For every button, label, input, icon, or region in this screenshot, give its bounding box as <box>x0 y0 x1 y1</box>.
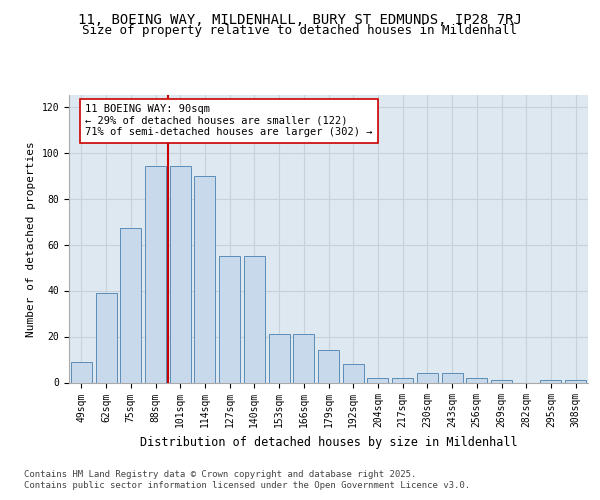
Text: Contains public sector information licensed under the Open Government Licence v3: Contains public sector information licen… <box>24 481 470 490</box>
Text: Size of property relative to detached houses in Mildenhall: Size of property relative to detached ho… <box>83 24 517 37</box>
Text: 11 BOEING WAY: 90sqm
← 29% of detached houses are smaller (122)
71% of semi-deta: 11 BOEING WAY: 90sqm ← 29% of detached h… <box>85 104 373 138</box>
Bar <box>95 293 116 382</box>
Text: 11, BOEING WAY, MILDENHALL, BURY ST EDMUNDS, IP28 7RJ: 11, BOEING WAY, MILDENHALL, BURY ST EDMU… <box>78 12 522 26</box>
Bar <box>318 350 339 382</box>
Bar <box>442 374 463 382</box>
Bar <box>466 378 487 382</box>
Bar <box>219 256 240 382</box>
Bar <box>417 374 438 382</box>
Text: Contains HM Land Registry data © Crown copyright and database right 2025.: Contains HM Land Registry data © Crown c… <box>24 470 416 479</box>
Bar <box>491 380 512 382</box>
Bar <box>244 256 265 382</box>
Bar <box>170 166 191 382</box>
Bar <box>71 362 92 382</box>
X-axis label: Distribution of detached houses by size in Mildenhall: Distribution of detached houses by size … <box>140 436 517 449</box>
Bar <box>541 380 562 382</box>
Bar <box>367 378 388 382</box>
Bar <box>194 176 215 382</box>
Bar <box>392 378 413 382</box>
Y-axis label: Number of detached properties: Number of detached properties <box>26 141 36 336</box>
Bar <box>120 228 141 382</box>
Bar <box>269 334 290 382</box>
Bar <box>565 380 586 382</box>
Bar <box>293 334 314 382</box>
Bar <box>343 364 364 382</box>
Bar <box>145 166 166 382</box>
